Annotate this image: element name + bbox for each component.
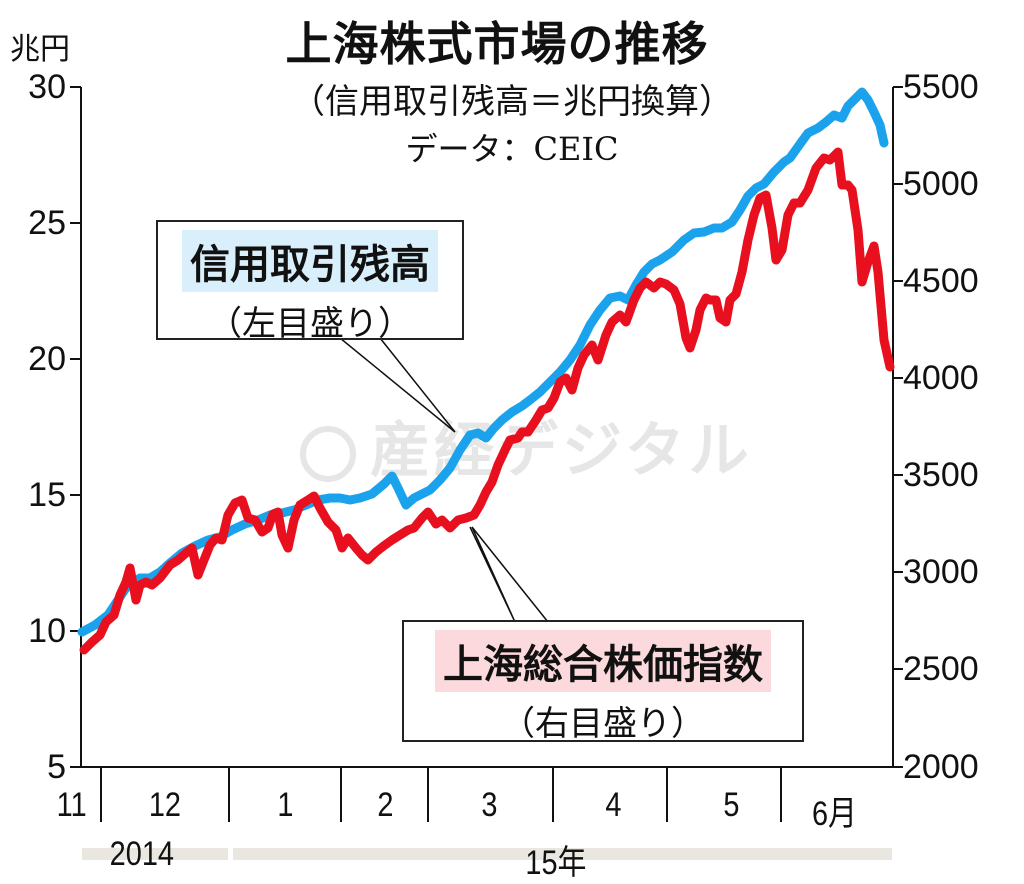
month-label-11: 11 xyxy=(56,786,87,824)
right-axis xyxy=(892,86,903,768)
month-label-12: 12 xyxy=(148,786,181,824)
month-label-3: 3 xyxy=(481,786,498,824)
left-tick-15: 15 xyxy=(28,476,66,514)
left-tick-5: 5 xyxy=(47,748,66,786)
month-label-1: 1 xyxy=(277,786,294,824)
left-axis xyxy=(70,86,82,768)
right-tick-3000: 3000 xyxy=(903,553,979,591)
left-tick-25: 25 xyxy=(28,204,66,242)
index-callout-pointer xyxy=(469,526,549,623)
chart-subtitle: （信用取引残高＝兆円換算） xyxy=(291,82,733,122)
margin-callout-pointer xyxy=(339,337,456,433)
right-tick-4500: 4500 xyxy=(903,262,979,300)
year-label-2014: 2014 xyxy=(109,835,174,873)
shanghai-index-legend-label: 上海総合株価指数 xyxy=(435,630,771,692)
right-tick-4000: 4000 xyxy=(903,359,979,397)
right-tick-2000: 2000 xyxy=(903,748,979,786)
shanghai-index-callout: 上海総合株価指数 （右目盛り） xyxy=(402,620,804,744)
shanghai-index-axis-note: （右目盛り） xyxy=(501,704,705,744)
right-tick-2500: 2500 xyxy=(903,650,979,688)
margin-balance-legend-label: 信用取引残高 xyxy=(182,230,438,292)
margin-balance-axis-note: （左目盛り） xyxy=(208,304,412,344)
right-tick-5500: 5500 xyxy=(903,68,979,106)
chart-title: 上海株式市場の推移 xyxy=(285,17,709,71)
left-tick-30: 30 xyxy=(28,68,66,106)
right-tick-3500: 3500 xyxy=(903,456,979,494)
watermark-logo-icon xyxy=(300,426,356,483)
margin-balance-callout: 信用取引残高 （左目盛り） xyxy=(156,220,464,344)
month-label-2: 2 xyxy=(377,786,394,824)
right-tick-5000: 5000 xyxy=(903,165,979,203)
shanghai-index-line xyxy=(79,147,895,655)
data-source: データ：CEIC xyxy=(405,130,619,168)
margin-balance-line xyxy=(77,87,889,637)
year-bar-2014 xyxy=(82,848,228,860)
month-label-6: 6月 xyxy=(811,795,857,833)
x-axis xyxy=(70,766,903,822)
left-axis-unit: 兆円 xyxy=(10,32,70,67)
left-tick-20: 20 xyxy=(28,340,66,378)
month-label-5: 5 xyxy=(723,786,740,824)
watermark: 産経デジタル xyxy=(300,402,753,489)
left-tick-10: 10 xyxy=(28,612,66,650)
year-bar-2015 xyxy=(233,848,892,860)
year-label-2015: 15年 xyxy=(525,844,587,882)
month-label-4: 4 xyxy=(605,786,622,824)
